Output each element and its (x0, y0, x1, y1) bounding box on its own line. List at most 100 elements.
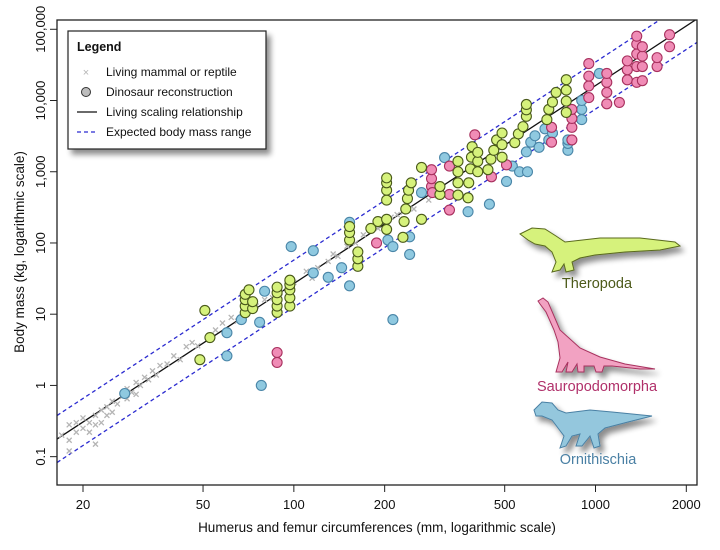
living-species-point (212, 327, 219, 333)
legend-entry-range: Expected body mass range (106, 125, 252, 139)
y-tick-label: 10,000 (33, 81, 48, 121)
ornithischia-point (520, 146, 532, 158)
theropoda-point (560, 84, 572, 96)
theropoda-point (199, 304, 211, 316)
theropoda-point (381, 194, 393, 206)
sauropodomorpha-point (425, 164, 438, 176)
ornithischia-point (500, 175, 513, 188)
theropoda-point (560, 74, 572, 86)
expected-range-line (57, 41, 697, 464)
y-tick-label: 1 (33, 382, 48, 389)
plot-frame (56, 19, 698, 486)
living-species-point (425, 197, 432, 204)
sauropodomorpha-point (271, 346, 283, 359)
sauropodomorpha-point (601, 67, 613, 79)
theropoda-point (415, 213, 428, 225)
ornithischia-point (119, 387, 131, 400)
living-species-point (58, 432, 65, 439)
y-tick-label: 0.1 (33, 448, 48, 466)
sauropodomorpha-point (636, 41, 648, 53)
y-tick-label: 100 (33, 232, 48, 254)
y-axis-title: Body mass (kg, logarithmic scale) (12, 151, 27, 353)
living-species-point (194, 342, 201, 349)
theropoda-point (400, 203, 412, 215)
ornithischia-point (387, 241, 399, 253)
theropoda-label: Theropoda (562, 276, 633, 292)
theropoda-point (243, 284, 255, 296)
theropoda-point (462, 192, 474, 204)
sauropodomorpha-point (613, 96, 625, 108)
ornithischia-point (521, 166, 534, 178)
theropoda-point (434, 180, 446, 193)
theropoda-point (397, 231, 409, 243)
sauropodomorpha-point (664, 29, 676, 41)
living-species-point (80, 414, 86, 421)
living-species-point (98, 419, 105, 426)
theropoda-point (472, 166, 484, 178)
living-species-point (114, 400, 121, 407)
living-species-point (103, 412, 110, 419)
ornithischia-point (259, 285, 271, 297)
ornithischia-point (221, 350, 233, 362)
sauropodomorpha-point (664, 41, 676, 53)
ornithischia-point (462, 206, 474, 218)
x-tick-label: 100 (283, 497, 305, 512)
sauropod-silhouette (537, 297, 656, 373)
living-species-point (66, 421, 73, 428)
sauropodomorpha-point (443, 160, 456, 172)
sauropodomorpha-point (631, 30, 643, 42)
theropoda-point (560, 106, 572, 118)
living-species-point (157, 362, 163, 369)
theropoda-point (415, 161, 428, 173)
ornithischia-point (254, 316, 266, 328)
living-species-point (145, 376, 152, 383)
theropoda-point (550, 86, 562, 98)
sauropodomorpha-point (636, 60, 648, 73)
theropoda-point (247, 296, 259, 308)
theropoda-point (381, 213, 393, 225)
theropoda-point (452, 166, 464, 178)
ornithischia-point (483, 198, 495, 210)
theropoda-point (520, 98, 532, 111)
theropoda-point (452, 177, 464, 189)
living-species-point (73, 419, 80, 426)
living-species-point (325, 258, 332, 265)
sauropodomorpha-point (546, 136, 558, 148)
theropoda-point (381, 172, 393, 184)
living-species-point (137, 382, 144, 389)
living-species-point (66, 437, 73, 444)
living-species-point (330, 251, 337, 257)
living-species-point (334, 253, 341, 260)
theropoda-point (398, 215, 410, 228)
sauropodomorpha-point (566, 134, 578, 146)
sauropodomorpha-point (583, 92, 595, 104)
sauropodomorpha-point (583, 80, 595, 92)
sauropodomorpha-point (621, 74, 633, 86)
living-species-point (73, 429, 80, 436)
legend-box (67, 30, 267, 150)
theropoda-point (496, 151, 508, 163)
x-tick-label: 1000 (581, 497, 610, 512)
legend-entry-dinosaur: Dinosaur reconstruction (106, 85, 233, 99)
theropoda-point (365, 222, 377, 234)
theropoda-point (344, 221, 356, 233)
sauropodomorpha-label: Sauropodomorpha (537, 379, 658, 395)
ornithischia-point (255, 379, 267, 391)
living-species-point (141, 374, 148, 381)
theropoda-point (271, 281, 283, 293)
living-species-point (228, 314, 235, 321)
sauropodomorpha-point (583, 70, 595, 82)
ornithischia-point (529, 130, 541, 142)
living-species-point (189, 339, 196, 346)
living-species-point (164, 361, 171, 367)
sauropodomorpha-point (601, 98, 613, 110)
living-species-point (80, 425, 86, 432)
legend-entry-scaling: Living scaling relationship (106, 105, 243, 119)
ornithischia-point (404, 248, 416, 260)
living-species-point (133, 391, 140, 398)
legend-title: Legend (77, 40, 121, 54)
ornithischia-point (221, 327, 233, 339)
theropoda-point (352, 246, 364, 258)
living-species-point (394, 211, 401, 218)
